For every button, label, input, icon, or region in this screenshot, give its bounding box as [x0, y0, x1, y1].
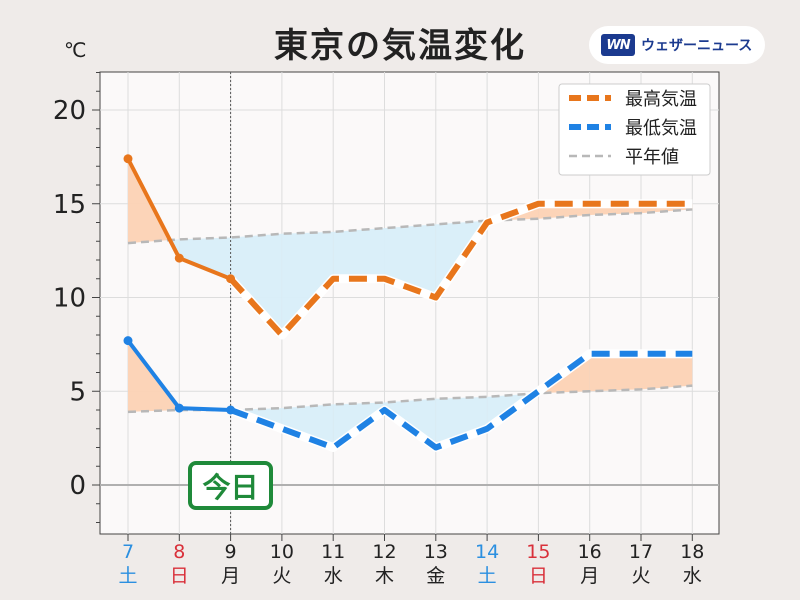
low-temp-fill — [589, 353, 641, 392]
x-tick-day: 8 — [173, 541, 185, 563]
low-temp-point — [174, 403, 184, 413]
x-tick-weekday: 水 — [324, 565, 343, 587]
x-tick-day: 7 — [122, 541, 134, 563]
y-tick-label: 20 — [53, 96, 86, 126]
x-tick-day: 13 — [424, 541, 448, 563]
high-temp-fill — [179, 237, 231, 279]
high-temp-point — [226, 274, 236, 284]
low-temp-fill — [641, 353, 693, 390]
x-tick-weekday: 水 — [683, 565, 702, 587]
low-temp-fill — [281, 404, 334, 448]
legend-label: 平年値 — [625, 147, 679, 168]
high-temp-fill — [230, 233, 282, 335]
y-tick-label: 0 — [69, 471, 86, 501]
x-tick-day: 11 — [321, 541, 345, 563]
x-tick-weekday: 日 — [170, 565, 189, 587]
low-temp-forecast-line — [229, 350, 693, 451]
x-tick-weekday: 土 — [118, 565, 137, 587]
x-tick-day: 14 — [475, 541, 499, 563]
normal-high-line — [127, 208, 693, 245]
logo-text: ウェザーニュース — [641, 38, 753, 54]
today-badge-label: 今日 — [202, 471, 258, 504]
legend-box — [558, 83, 711, 176]
weathernews-logo: WN ウェザーニュース — [589, 26, 765, 64]
x-tick-weekday: 日 — [529, 565, 548, 587]
y-tick-label: 5 — [69, 377, 86, 407]
legend-label: 最低気温 — [625, 118, 697, 139]
high-temp-forecast-line — [228, 200, 693, 338]
chart-title: 東京の気温変化 — [274, 26, 526, 66]
high-temp-fill — [281, 231, 334, 335]
x-tick-weekday: 金 — [426, 565, 445, 587]
x-tick-weekday: 火 — [631, 565, 650, 587]
high-temp-point — [174, 253, 184, 263]
x-tick-day: 16 — [578, 541, 602, 563]
x-tick-weekday: 月 — [580, 565, 599, 587]
x-tick-day: 17 — [629, 541, 653, 563]
x-tick-weekday: 木 — [375, 565, 394, 587]
x-tick-day: 10 — [270, 541, 294, 563]
today-badge — [188, 461, 273, 510]
high-temp-point — [123, 154, 133, 164]
x-tick-day: 15 — [526, 541, 550, 563]
low-temp-point — [123, 336, 133, 346]
x-tick-weekday: 土 — [478, 565, 497, 587]
x-tick-day: 18 — [680, 541, 704, 563]
x-tick-day: 12 — [372, 541, 396, 563]
y-axis-unit: ℃ — [64, 38, 87, 62]
logo-mark-icon: WN — [601, 34, 635, 56]
x-tick-weekday: 火 — [272, 565, 291, 587]
x-tick-day: 9 — [225, 541, 237, 563]
y-tick-label: 15 — [53, 190, 86, 220]
low-temp-fill — [435, 396, 488, 448]
low-temp-point — [226, 405, 236, 415]
high-temp-fill — [333, 228, 385, 279]
y-tick-label: 10 — [53, 284, 86, 314]
legend-label: 最高気温 — [625, 89, 697, 110]
x-tick-weekday: 月 — [221, 565, 240, 587]
